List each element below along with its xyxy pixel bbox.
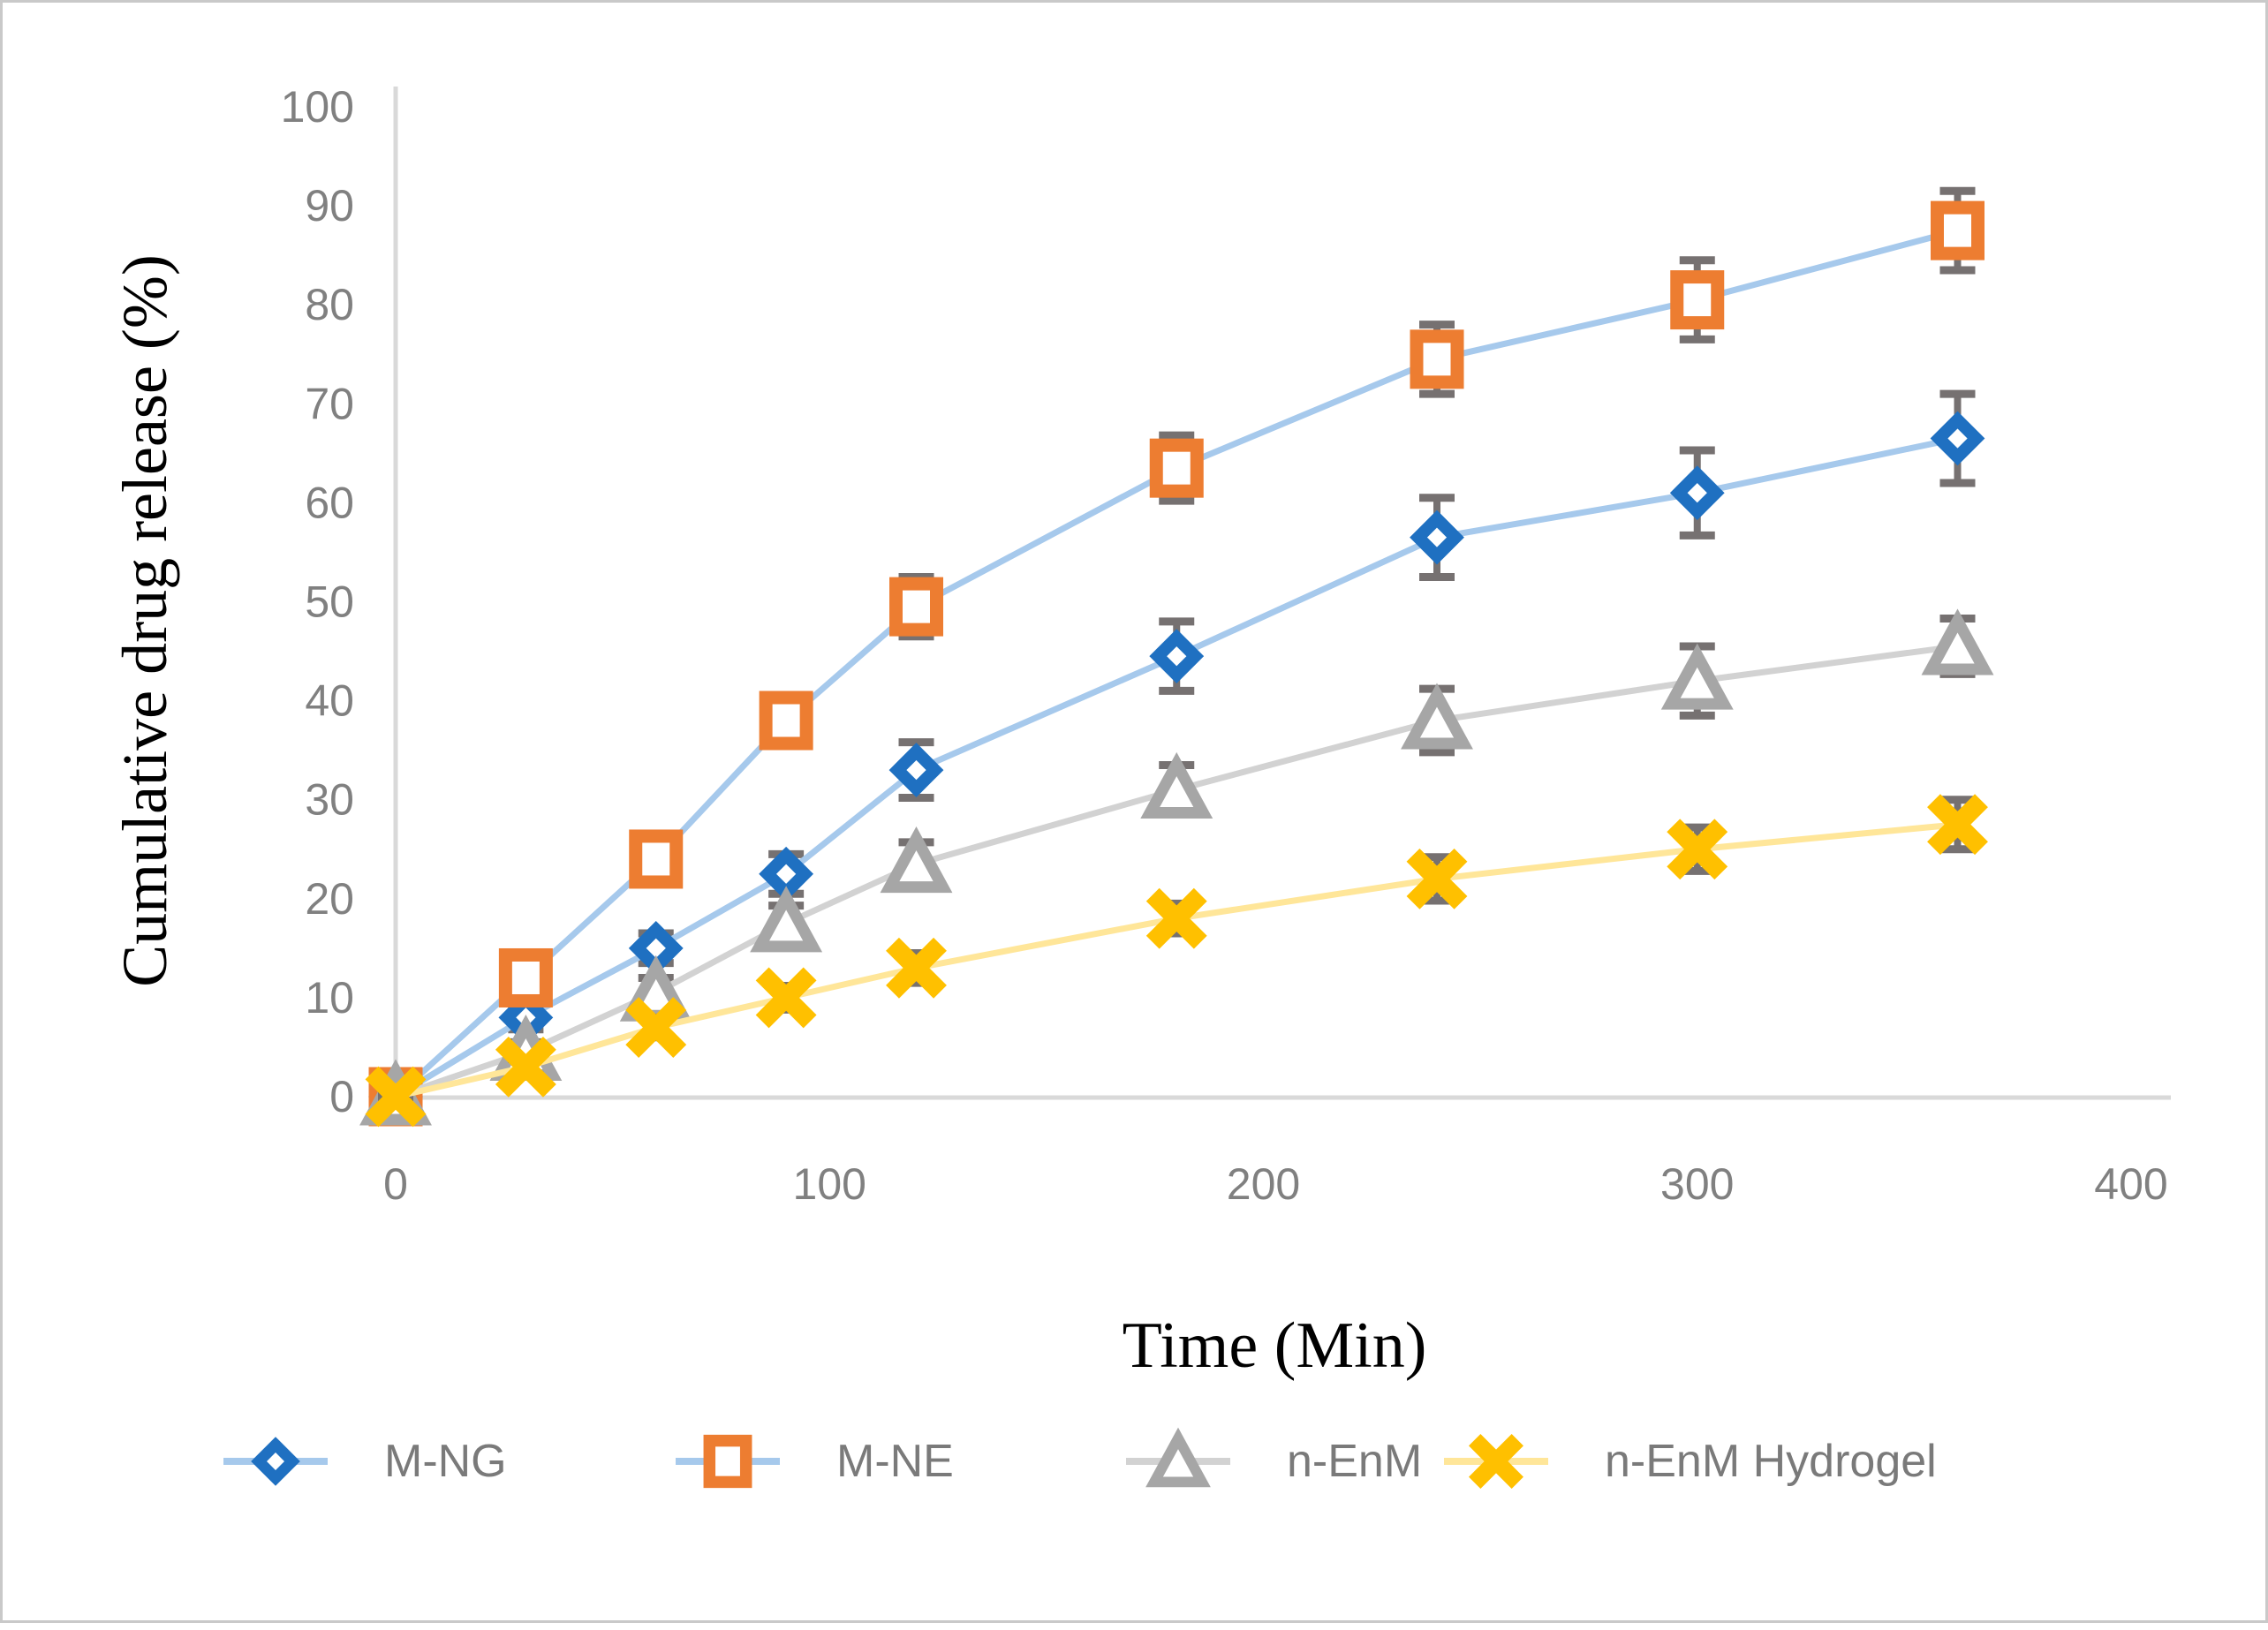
x-marker bbox=[625, 997, 687, 1058]
y-tick-label: 30 bbox=[305, 775, 354, 825]
diamond-marker bbox=[888, 743, 944, 797]
x-marker bbox=[886, 937, 947, 999]
legend-label: n-EnM bbox=[1287, 1436, 1422, 1487]
x-tick-label: 200 bbox=[1227, 1159, 1300, 1209]
y-tick-label: 0 bbox=[329, 1072, 354, 1121]
triangle-marker bbox=[1660, 643, 1734, 710]
triangle-marker bbox=[1401, 683, 1473, 750]
diamond-marker bbox=[251, 1437, 300, 1486]
triangle-marker bbox=[750, 886, 823, 953]
triangle-marker bbox=[1145, 1427, 1211, 1488]
square-marker bbox=[1670, 270, 1725, 330]
triangle-marker bbox=[1140, 751, 1213, 819]
y-tick-label: 60 bbox=[305, 478, 354, 527]
x-marker bbox=[495, 1036, 556, 1098]
diamond-marker bbox=[1669, 465, 1725, 521]
square-marker bbox=[1149, 438, 1204, 498]
x-tick-label: 0 bbox=[383, 1159, 408, 1209]
square-marker bbox=[759, 690, 813, 751]
x-marker bbox=[1145, 887, 1207, 949]
legend-label: n-EnM Hydrogel bbox=[1605, 1436, 1937, 1487]
y-tick-label: 10 bbox=[305, 973, 354, 1023]
y-tick-label: 50 bbox=[305, 577, 354, 627]
square-marker bbox=[629, 829, 684, 889]
x-marker bbox=[1667, 819, 1728, 880]
x-axis-title: Time (Min) bbox=[1123, 1309, 1427, 1382]
legend-item-n-enm: n-EnM bbox=[1126, 1427, 1422, 1488]
square-marker bbox=[498, 947, 553, 1007]
line-chart: Cumulative drug release (%) Time (Min) 0… bbox=[110, 82, 2171, 1489]
square-marker bbox=[1931, 200, 1984, 260]
legend-item-m-ng: M-NG bbox=[223, 1436, 507, 1487]
diamond-marker bbox=[1149, 629, 1205, 684]
x-marker bbox=[1927, 794, 1988, 856]
x-marker bbox=[755, 967, 817, 1029]
series-m-ng bbox=[368, 389, 1985, 1124]
y-tick-label: 40 bbox=[305, 676, 354, 726]
y-axis-title: Cumulative drug release (%) bbox=[110, 254, 180, 987]
x-marker bbox=[365, 1066, 427, 1128]
plot-area: 0 10 20 30 40 50 60 70 80 90 100 0 100 200 300 400 bbox=[281, 82, 2171, 1209]
square-marker bbox=[703, 1434, 752, 1489]
square-marker bbox=[1410, 329, 1464, 389]
x-marker bbox=[1469, 1434, 1523, 1489]
legend-label: M-NE bbox=[836, 1436, 954, 1487]
y-tick-label: 100 bbox=[281, 82, 354, 132]
x-tick-label: 400 bbox=[2094, 1159, 2167, 1209]
y-tick-label: 20 bbox=[305, 874, 354, 924]
y-tick-label: 80 bbox=[305, 280, 354, 329]
x-tick-label: 100 bbox=[793, 1159, 866, 1209]
legend-item-m-ne: M-NE bbox=[676, 1434, 954, 1489]
square-marker bbox=[889, 577, 943, 637]
y-tick-label: 70 bbox=[305, 379, 354, 428]
series-n-enm-hydrogel bbox=[365, 794, 1988, 1128]
x-tick-label: 300 bbox=[1660, 1159, 1734, 1209]
x-marker bbox=[1406, 848, 1468, 909]
legend-label: M-NG bbox=[384, 1436, 507, 1487]
diamond-marker bbox=[1930, 411, 1985, 466]
legend-item-n-enm-hydrogel: n-EnM Hydrogel bbox=[1444, 1434, 1937, 1489]
triangle-marker bbox=[880, 826, 953, 894]
triangle-marker bbox=[1921, 608, 1994, 675]
y-tick-label: 90 bbox=[305, 181, 354, 230]
diamond-marker bbox=[1410, 509, 1464, 565]
legend: M-NG M-NE n-EnM n-EnM Hydrogel bbox=[223, 1427, 1937, 1489]
